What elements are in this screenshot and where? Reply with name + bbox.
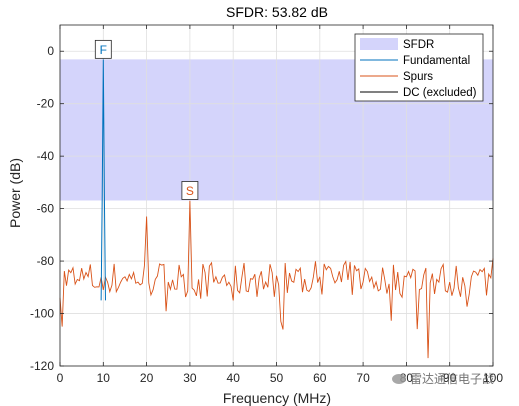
legend: SFDR Fundamental Spurs DC (excluded)	[354, 33, 484, 102]
y-tick-label: -40	[37, 149, 55, 163]
y-tick-label: -60	[37, 202, 55, 216]
y-tick-label: -120	[30, 359, 54, 373]
y-tick-label: -100	[30, 307, 54, 321]
x-tick-label: 40	[227, 371, 241, 385]
legend-label-sfdr: SFDR	[403, 39, 434, 51]
y-tick-label: 0	[47, 44, 54, 58]
x-tick-label: 100	[483, 371, 503, 385]
marker-box-s	[181, 181, 199, 200]
legend-swatch-sfdr	[360, 38, 398, 50]
marker-label-s: S	[186, 184, 194, 198]
y-tick-label: -80	[37, 254, 55, 268]
marker-box-f	[94, 39, 112, 59]
x-tick-label: 90	[443, 371, 457, 385]
x-tick-label: 0	[57, 371, 64, 385]
watermark-text: 雷达通信电子战	[410, 372, 495, 386]
axes: 0 10 20 30 40 50 60 70 80 90 1000-20-40-60-80-100-…	[30, 24, 503, 385]
x-axis-label: Frequency (MHz)	[223, 390, 331, 406]
legend-label-dc: DC (excluded)	[403, 87, 477, 99]
x-tick-label: 60	[313, 371, 327, 385]
chart-title: SFDR: 53.82 dB	[226, 4, 328, 20]
x-tick-label: 30	[183, 371, 197, 385]
watermark: 雷达通信电子战	[392, 370, 494, 387]
x-tick-label: 70	[356, 371, 370, 385]
legend-label-fundamental: Fundamental	[403, 55, 470, 67]
marker-label-f: F	[100, 43, 107, 57]
legend-label-spurs: Spurs	[403, 71, 433, 83]
x-tick-label: 50	[270, 371, 284, 385]
wechat-icon	[392, 373, 406, 384]
fundamental-line	[100, 59, 106, 301]
x-tick-label: 10	[97, 371, 111, 385]
spurs-line	[59, 200, 494, 359]
x-tick-label: 20	[140, 371, 154, 385]
y-axis-label: Power (dB)	[7, 158, 23, 228]
y-tick-label: -20	[37, 97, 55, 111]
